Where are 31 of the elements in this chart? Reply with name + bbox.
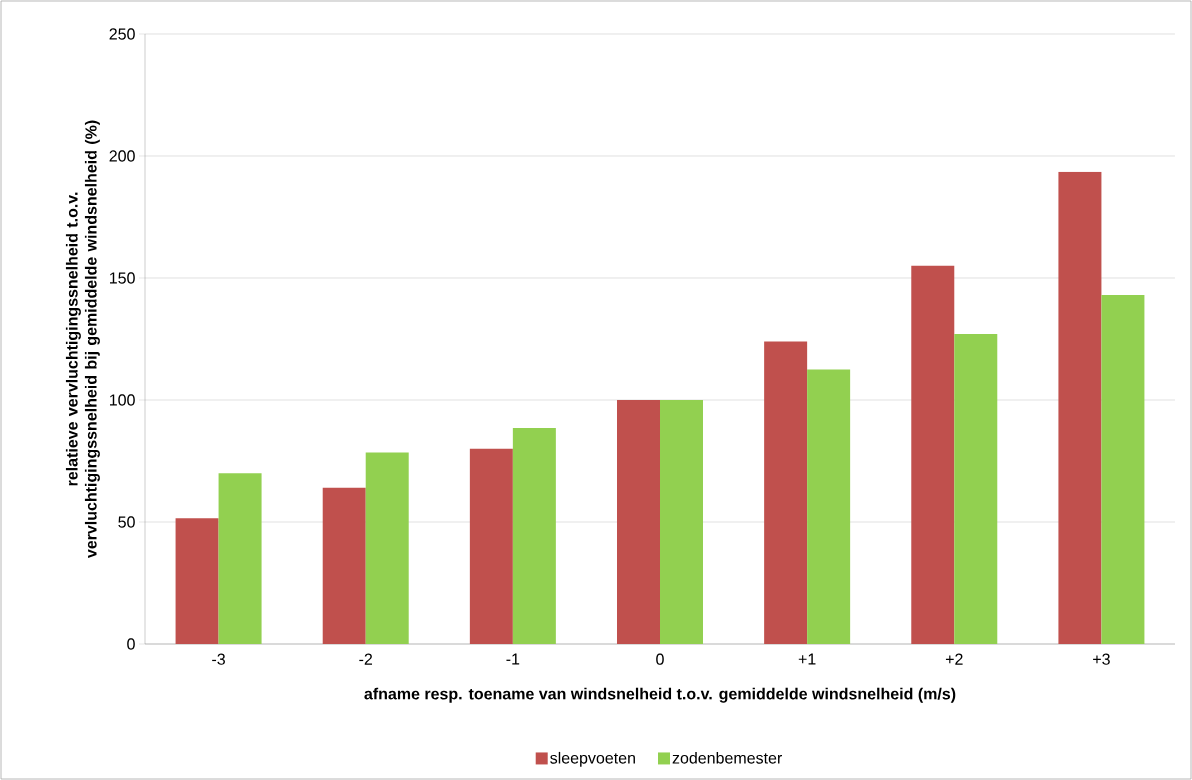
bar <box>175 518 219 644</box>
bar <box>469 448 513 644</box>
y-tick-label: 250 <box>109 28 135 40</box>
bar <box>365 452 409 644</box>
bar <box>617 400 660 644</box>
bar <box>660 400 703 644</box>
y-tick-label: 200 <box>109 150 135 162</box>
y-axis-title: relatieve vervluchtigingssnelheid t.o.v. vervluchtigingssnelheid bij gemiddelde windsnelheid (%) <box>65 120 100 559</box>
legend-label: zodenbemester <box>672 751 782 764</box>
x-tick-label: 0 <box>656 653 664 665</box>
bar <box>1058 171 1102 644</box>
bar <box>1101 295 1145 644</box>
y-tick-label: 100 <box>110 394 135 406</box>
x-tick-label: +3 <box>1093 653 1110 665</box>
bar <box>911 265 955 644</box>
x-tick-label: +1 <box>798 653 816 665</box>
y-tick-label: 150 <box>110 272 135 284</box>
y-tick-label: 0 <box>127 638 135 650</box>
bar <box>807 369 851 644</box>
x-tick-label: -2 <box>359 653 373 665</box>
x-tick-label: +2 <box>945 653 963 665</box>
y-tick-label: 50 <box>118 516 135 528</box>
legend-label: sleepvoeten <box>550 751 635 767</box>
x-axis-title: afname resp. toename van windsnelheid t.o.v. gemiddelde windsnelheid (m/s) <box>364 687 956 703</box>
bar <box>322 487 366 644</box>
bar <box>218 473 262 644</box>
bar <box>954 334 998 644</box>
x-tick-label: -3 <box>212 653 225 665</box>
bar <box>764 341 808 644</box>
x-tick-label: -1 <box>506 653 520 665</box>
bar <box>512 428 556 644</box>
